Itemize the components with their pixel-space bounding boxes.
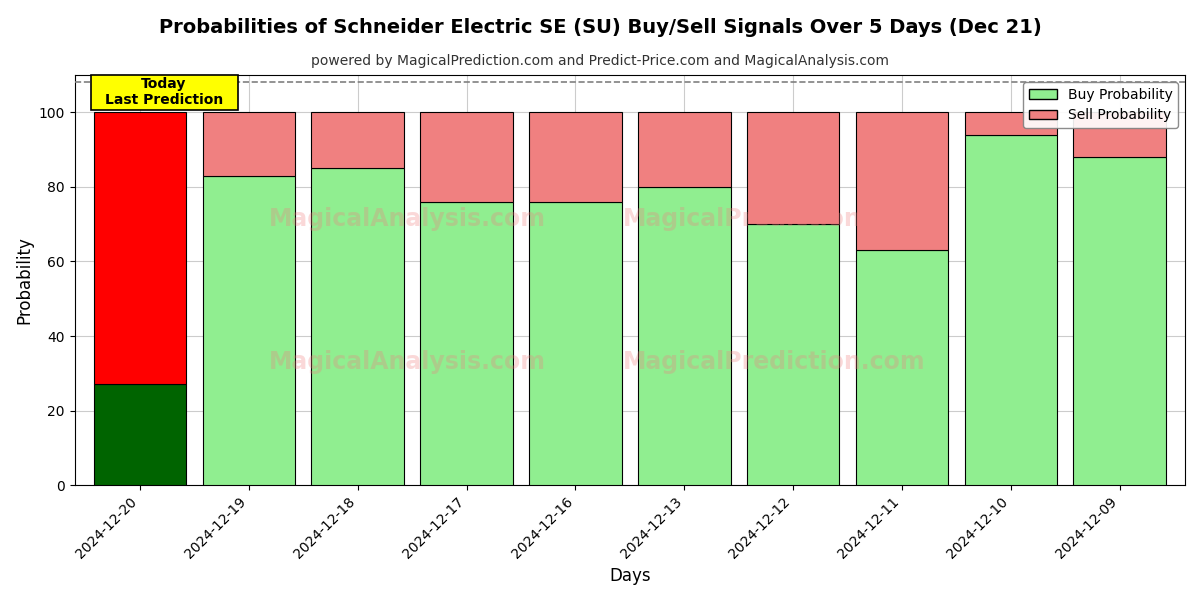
Text: powered by MagicalPrediction.com and Predict-Price.com and MagicalAnalysis.com: powered by MagicalPrediction.com and Pre…	[311, 54, 889, 68]
FancyBboxPatch shape	[91, 75, 238, 110]
Bar	[638, 187, 731, 485]
X-axis label: Days: Days	[610, 567, 650, 585]
Bar	[856, 112, 948, 250]
Text: MagicalPrediction.com: MagicalPrediction.com	[623, 206, 925, 230]
Text: Today
Last Prediction: Today Last Prediction	[104, 77, 223, 107]
Text: Probabilities of Schneider Electric SE (SU) Buy/Sell Signals Over 5 Days (Dec 21: Probabilities of Schneider Electric SE (…	[158, 18, 1042, 37]
Legend: Buy Probability, Sell Probability: Buy Probability, Sell Probability	[1024, 82, 1178, 128]
Bar	[94, 385, 186, 485]
Bar	[420, 112, 512, 202]
Text: MagicalAnalysis.com: MagicalAnalysis.com	[269, 350, 546, 374]
Bar	[1074, 112, 1166, 157]
Bar	[203, 176, 295, 485]
Bar	[746, 112, 839, 224]
Text: MagicalPrediction.com: MagicalPrediction.com	[623, 350, 925, 374]
Bar	[856, 250, 948, 485]
Bar	[420, 202, 512, 485]
Bar	[1074, 157, 1166, 485]
Bar	[638, 112, 731, 187]
Bar	[746, 224, 839, 485]
Text: MagicalAnalysis.com: MagicalAnalysis.com	[269, 206, 546, 230]
Bar	[203, 112, 295, 176]
Bar	[94, 112, 186, 385]
Bar	[312, 112, 404, 168]
Bar	[529, 112, 622, 202]
Bar	[312, 168, 404, 485]
Bar	[965, 134, 1057, 485]
Y-axis label: Probability: Probability	[16, 236, 34, 324]
Bar	[965, 112, 1057, 134]
Bar	[529, 202, 622, 485]
